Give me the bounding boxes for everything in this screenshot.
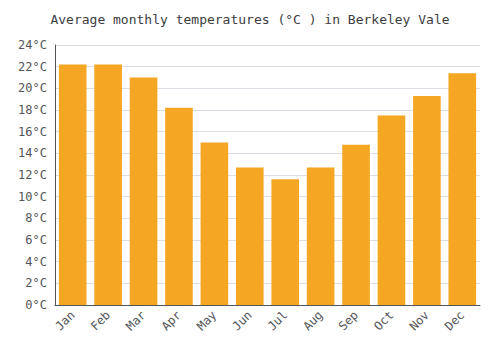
svg-text:2°C: 2°C <box>25 276 47 290</box>
svg-text:8°C: 8°C <box>25 211 47 225</box>
svg-text:Sep: Sep <box>336 308 361 333</box>
svg-text:4°C: 4°C <box>25 255 47 269</box>
svg-text:Jun: Jun <box>230 308 255 333</box>
svg-text:0°C: 0°C <box>25 298 47 312</box>
svg-text:24°C: 24°C <box>18 38 47 52</box>
svg-text:Jan: Jan <box>52 308 77 333</box>
svg-text:Mar: Mar <box>123 308 148 333</box>
svg-text:Nov: Nov <box>407 308 432 333</box>
svg-text:22°C: 22°C <box>18 60 47 74</box>
svg-text:Apr: Apr <box>159 308 184 333</box>
svg-text:Oct: Oct <box>371 308 396 333</box>
svg-text:May: May <box>194 308 219 333</box>
svg-text:14°C: 14°C <box>18 146 47 160</box>
svg-text:Dec: Dec <box>442 308 467 333</box>
svg-text:Average monthly temperatures (: Average monthly temperatures (°C ) in Be… <box>50 12 449 27</box>
svg-text:6°C: 6°C <box>25 233 47 247</box>
svg-text:16°C: 16°C <box>18 125 47 139</box>
svg-text:Feb: Feb <box>88 308 113 333</box>
svg-text:18°C: 18°C <box>18 103 47 117</box>
svg-text:Jul: Jul <box>265 308 290 333</box>
svg-text:10°C: 10°C <box>18 190 47 204</box>
svg-text:12°C: 12°C <box>18 168 47 182</box>
svg-text:Aug: Aug <box>300 308 325 333</box>
svg-text:20°C: 20°C <box>18 81 47 95</box>
